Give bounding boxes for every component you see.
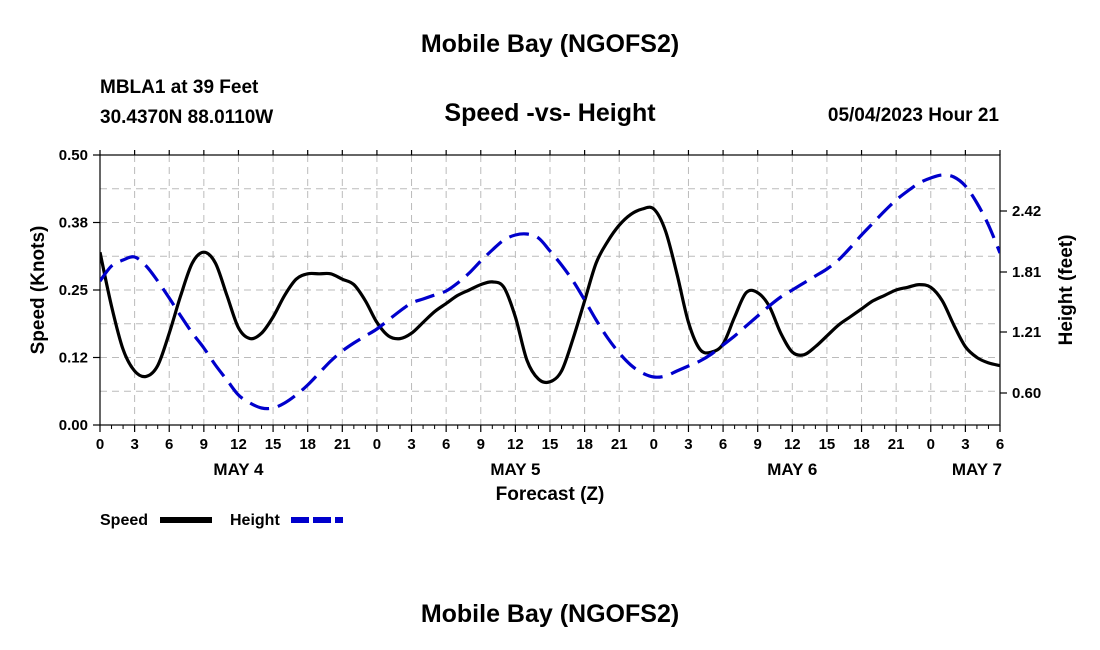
y-left-tick-label: 0.12 (59, 350, 88, 367)
x-tick-label: 0 (650, 436, 658, 453)
forecast-timestamp: 05/04/2023 Hour 21 (827, 105, 999, 126)
x-tick-label: 21 (888, 436, 905, 453)
y-left-tick-label: 0.25 (59, 282, 88, 299)
x-tick-label: 21 (611, 436, 628, 453)
x-tick-label: 18 (576, 436, 593, 453)
x-axis-label: Forecast (Z) (496, 484, 605, 505)
y-right-tick-label: 1.21 (1012, 324, 1041, 341)
y-axis-left-label: Speed (Knots) (28, 226, 49, 355)
x-tick-label: 9 (477, 436, 485, 453)
x-tick-label: 15 (819, 436, 836, 453)
x-tick-label: 15 (542, 436, 559, 453)
legend-speed-label: Speed (100, 512, 148, 529)
x-tick-label: 18 (853, 436, 870, 453)
x-tick-label: 21 (334, 436, 351, 453)
x-tick-label: 0 (96, 436, 104, 453)
x-tick-label: 15 (265, 436, 282, 453)
legend: Speed Height (100, 512, 343, 529)
y-axis-right-label: Height (feet) (1056, 235, 1077, 346)
x-tick-label: 9 (754, 436, 762, 453)
day-label: MAY 4 (213, 460, 264, 479)
x-tick-label: 3 (130, 436, 138, 453)
x-tick-label: 3 (961, 436, 969, 453)
legend-height-label: Height (230, 512, 280, 529)
x-tick-label: 18 (299, 436, 316, 453)
station-name: MBLA1 at 39 Feet (100, 77, 259, 98)
x-tick-label: 3 (684, 436, 692, 453)
series-line-height (100, 173, 1000, 411)
x-tick-label: 0 (373, 436, 381, 453)
x-tick-label: 9 (200, 436, 208, 453)
x-tick-label: 3 (407, 436, 415, 453)
day-label: MAY 6 (767, 460, 817, 479)
chart-title-top: Mobile Bay (NGOFS2) (420, 30, 680, 58)
grid-lines (100, 155, 1000, 425)
station-coordinates: 30.4370N 88.0110W (100, 107, 274, 128)
x-tick-label: 6 (996, 436, 1004, 453)
day-label: MAY 7 (952, 460, 1002, 479)
x-tick-label: 6 (165, 436, 173, 453)
x-tick-label: 12 (784, 436, 801, 453)
x-tick-label: 12 (230, 436, 247, 453)
y-left-tick-label: 0.00 (59, 417, 88, 434)
x-tick-label: 6 (719, 436, 727, 453)
x-tick-label: 6 (442, 436, 450, 453)
day-label: MAY 5 (490, 460, 540, 479)
y-right-tick-label: 1.81 (1012, 264, 1041, 281)
y-left-tick-label: 0.50 (59, 147, 88, 164)
series-line-speed (100, 205, 1000, 385)
x-tick-label: 0 (927, 436, 935, 453)
series-lines (100, 173, 1000, 411)
y-left-tick-label: 0.38 (59, 215, 88, 232)
axis-ticks: 0 3 6 9 12 15 18 21 0 3 6 9 12 15 18 21 0 3 6 9 12 15 18 21 0 3 6 M… (59, 147, 1041, 479)
y-right-tick-label: 2.42 (1012, 203, 1041, 220)
chart-subtitle: Speed -vs- Height (444, 99, 656, 127)
x-tick-label: 12 (507, 436, 524, 453)
chart-title-bottom: Mobile Bay (NGOFS2) (420, 600, 680, 628)
y-right-tick-label: 0.60 (1012, 385, 1041, 402)
